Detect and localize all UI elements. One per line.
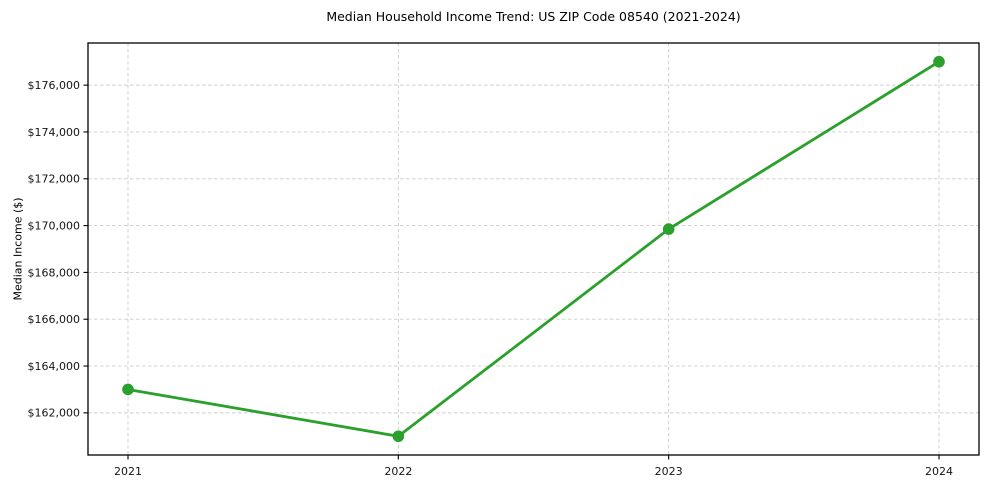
y-tick-label: $168,000 xyxy=(28,266,81,279)
x-tick-label: 2023 xyxy=(655,465,683,478)
data-point xyxy=(662,223,675,235)
y-tick-label: $162,000 xyxy=(28,407,81,420)
x-tick-label: 2022 xyxy=(384,465,412,478)
y-tick-label: $174,000 xyxy=(28,126,81,139)
y-tick-label: $166,000 xyxy=(28,313,81,326)
y-tick-label: $164,000 xyxy=(28,360,81,373)
y-tick-label: $176,000 xyxy=(28,79,81,92)
chart-title: Median Household Income Trend: US ZIP Co… xyxy=(326,9,741,24)
data-point xyxy=(933,55,945,68)
plot-border xyxy=(87,42,980,456)
data-line xyxy=(127,60,940,438)
y-tick-label: $170,000 xyxy=(28,219,81,232)
data-point xyxy=(392,430,405,443)
x-tick-label: 2024 xyxy=(925,465,953,478)
data-point xyxy=(122,383,134,396)
x-tick-label: 2021 xyxy=(114,465,142,478)
y-tick-label: $172,000 xyxy=(28,173,81,186)
